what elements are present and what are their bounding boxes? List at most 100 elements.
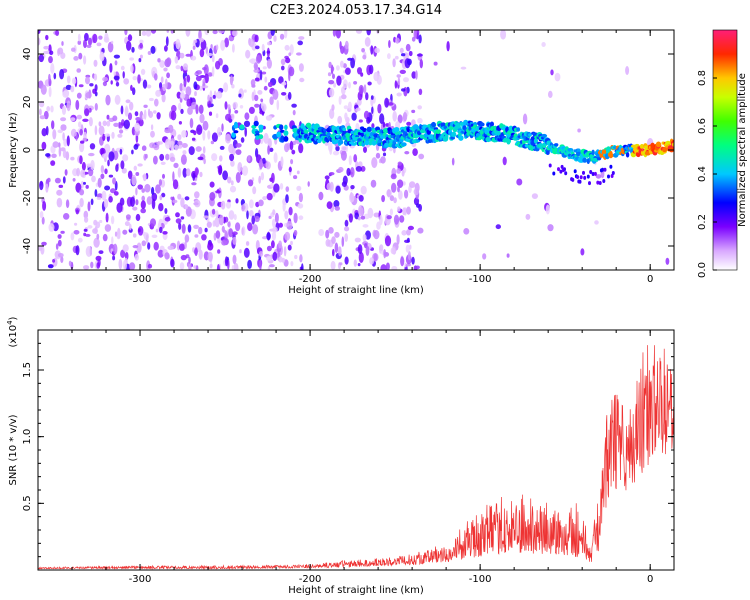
spectrogram-cell <box>224 256 228 267</box>
spectrogram-cell <box>132 76 138 81</box>
spectrogram-signal-cell <box>258 134 264 140</box>
spectrogram-cell <box>196 124 203 135</box>
spectrogram-tail-cell <box>607 174 610 179</box>
spectrogram-cell <box>66 135 70 147</box>
spectrogram-cell <box>175 218 182 224</box>
spectrogram-signal-cell <box>364 140 370 146</box>
spectrogram-cell <box>153 155 158 165</box>
spectrogram-cell <box>355 30 363 34</box>
spectrogram-cell <box>328 142 333 152</box>
spectrogram-cell <box>113 122 119 127</box>
spectrogram-cell <box>194 167 199 176</box>
spectrogram-cell <box>208 111 213 116</box>
spectrogram-cell <box>229 185 237 193</box>
spectrogram-cell <box>392 110 398 122</box>
spectrogram-signal-cell <box>625 152 630 158</box>
spectrogram-cell <box>167 245 174 250</box>
spectrogram-cell <box>180 197 185 208</box>
spectrogram-cell <box>202 78 206 86</box>
spectrogram-tail-cell <box>548 163 552 168</box>
spectrogram-cell <box>46 106 51 112</box>
spectrogram-cell <box>391 182 397 193</box>
spectrogram-cell <box>85 184 89 189</box>
spectrogram-cell <box>92 33 98 44</box>
spectrogram-cell <box>625 66 630 75</box>
spectrogram-cell <box>84 32 89 42</box>
y-tick-label: 40 <box>22 48 33 61</box>
spectrogram-cell <box>177 134 182 141</box>
spectrogram-cell <box>349 191 353 201</box>
spectrogram-cell <box>142 173 147 182</box>
spectrogram-cell <box>229 75 234 86</box>
spectrogram-signal-cell <box>528 133 532 137</box>
spectrogram-cell <box>283 246 287 257</box>
spectrogram-cell <box>418 204 422 212</box>
spectrogram-cell <box>105 94 111 106</box>
spectrogram-cell <box>211 153 218 162</box>
spectrogram-cell <box>138 58 142 63</box>
spectrogram-cell <box>164 138 172 150</box>
spectrogram-cell <box>340 150 347 161</box>
spectrogram-cell <box>330 260 336 270</box>
spectrogram-cell <box>212 30 218 35</box>
spectrogram-cell <box>224 230 228 241</box>
spectrogram-cell <box>230 180 234 186</box>
colorbar: 0.0 0.2 0.4 0.6 0.8 Normalized spectral ampl… <box>697 29 748 278</box>
spectrogram-cell <box>341 181 347 188</box>
spectrogram-cell <box>292 109 296 116</box>
spectrogram-cell <box>65 84 72 90</box>
spectrogram-cell <box>388 102 394 106</box>
spectrogram-cell <box>81 161 86 171</box>
spectrogram-cell <box>401 88 406 92</box>
spectrogram-tail-cell <box>601 167 605 172</box>
spectrogram-cell <box>357 67 362 75</box>
spectrogram-cell <box>166 30 169 33</box>
spectrogram-cell <box>93 59 98 67</box>
spectrogram-cell <box>215 44 219 51</box>
spectrogram-cell <box>48 73 51 82</box>
spectrogram-cell <box>272 251 278 261</box>
spectrogram-cell <box>103 198 109 209</box>
spectrogram-cell <box>251 91 255 102</box>
spectrogram-cell <box>199 113 205 124</box>
spectrogram-cell <box>139 39 144 44</box>
spectrogram-cell <box>164 217 171 222</box>
spectrogram-cell <box>175 38 181 50</box>
colorbar-label: Normalized spectral amplitude <box>737 73 748 227</box>
spectrogram-cell <box>114 94 121 105</box>
spectrogram-cell <box>344 256 349 265</box>
spectrogram-cell <box>215 210 219 219</box>
spectrogram-cell <box>337 115 343 125</box>
spectrogram-cell <box>267 265 271 270</box>
spectrogram-cell <box>366 116 371 124</box>
spectrogram-cell <box>293 229 298 237</box>
spectrogram-cell <box>153 241 159 251</box>
spectrogram-cell <box>185 53 192 57</box>
spectrogram-cell <box>193 39 198 44</box>
spectrogram-cell <box>399 69 406 74</box>
spectrogram-cell <box>327 72 332 77</box>
spectrogram-cell <box>249 199 254 209</box>
spectrogram-cell <box>341 145 347 151</box>
spectrogram-cell <box>170 30 174 34</box>
colorbar-tick-label: 0.6 <box>697 118 708 134</box>
spectrogram-cell <box>150 218 156 227</box>
spectrogram-signal-cell <box>480 122 485 127</box>
spectrogram-cell <box>338 246 342 257</box>
spectrogram-cell <box>338 166 344 173</box>
spectrogram-cell <box>132 245 139 249</box>
spectrogram-signal-cell <box>431 121 436 128</box>
spectrogram-cell <box>38 54 44 63</box>
spectrogram-cell <box>391 266 398 270</box>
spectrogram-cell <box>398 190 403 200</box>
spectrogram-cell <box>138 228 141 233</box>
spectrogram-cell <box>173 162 179 169</box>
spectrogram-cell <box>254 77 260 82</box>
spectrogram-cell <box>58 184 64 188</box>
spectrogram-cell <box>80 140 85 144</box>
spectrogram-cell <box>348 81 351 89</box>
spectrogram-cell <box>162 173 165 179</box>
spectrogram-cell <box>371 157 378 169</box>
spectrogram-cell <box>243 89 247 93</box>
spectrogram-cell <box>263 85 268 91</box>
